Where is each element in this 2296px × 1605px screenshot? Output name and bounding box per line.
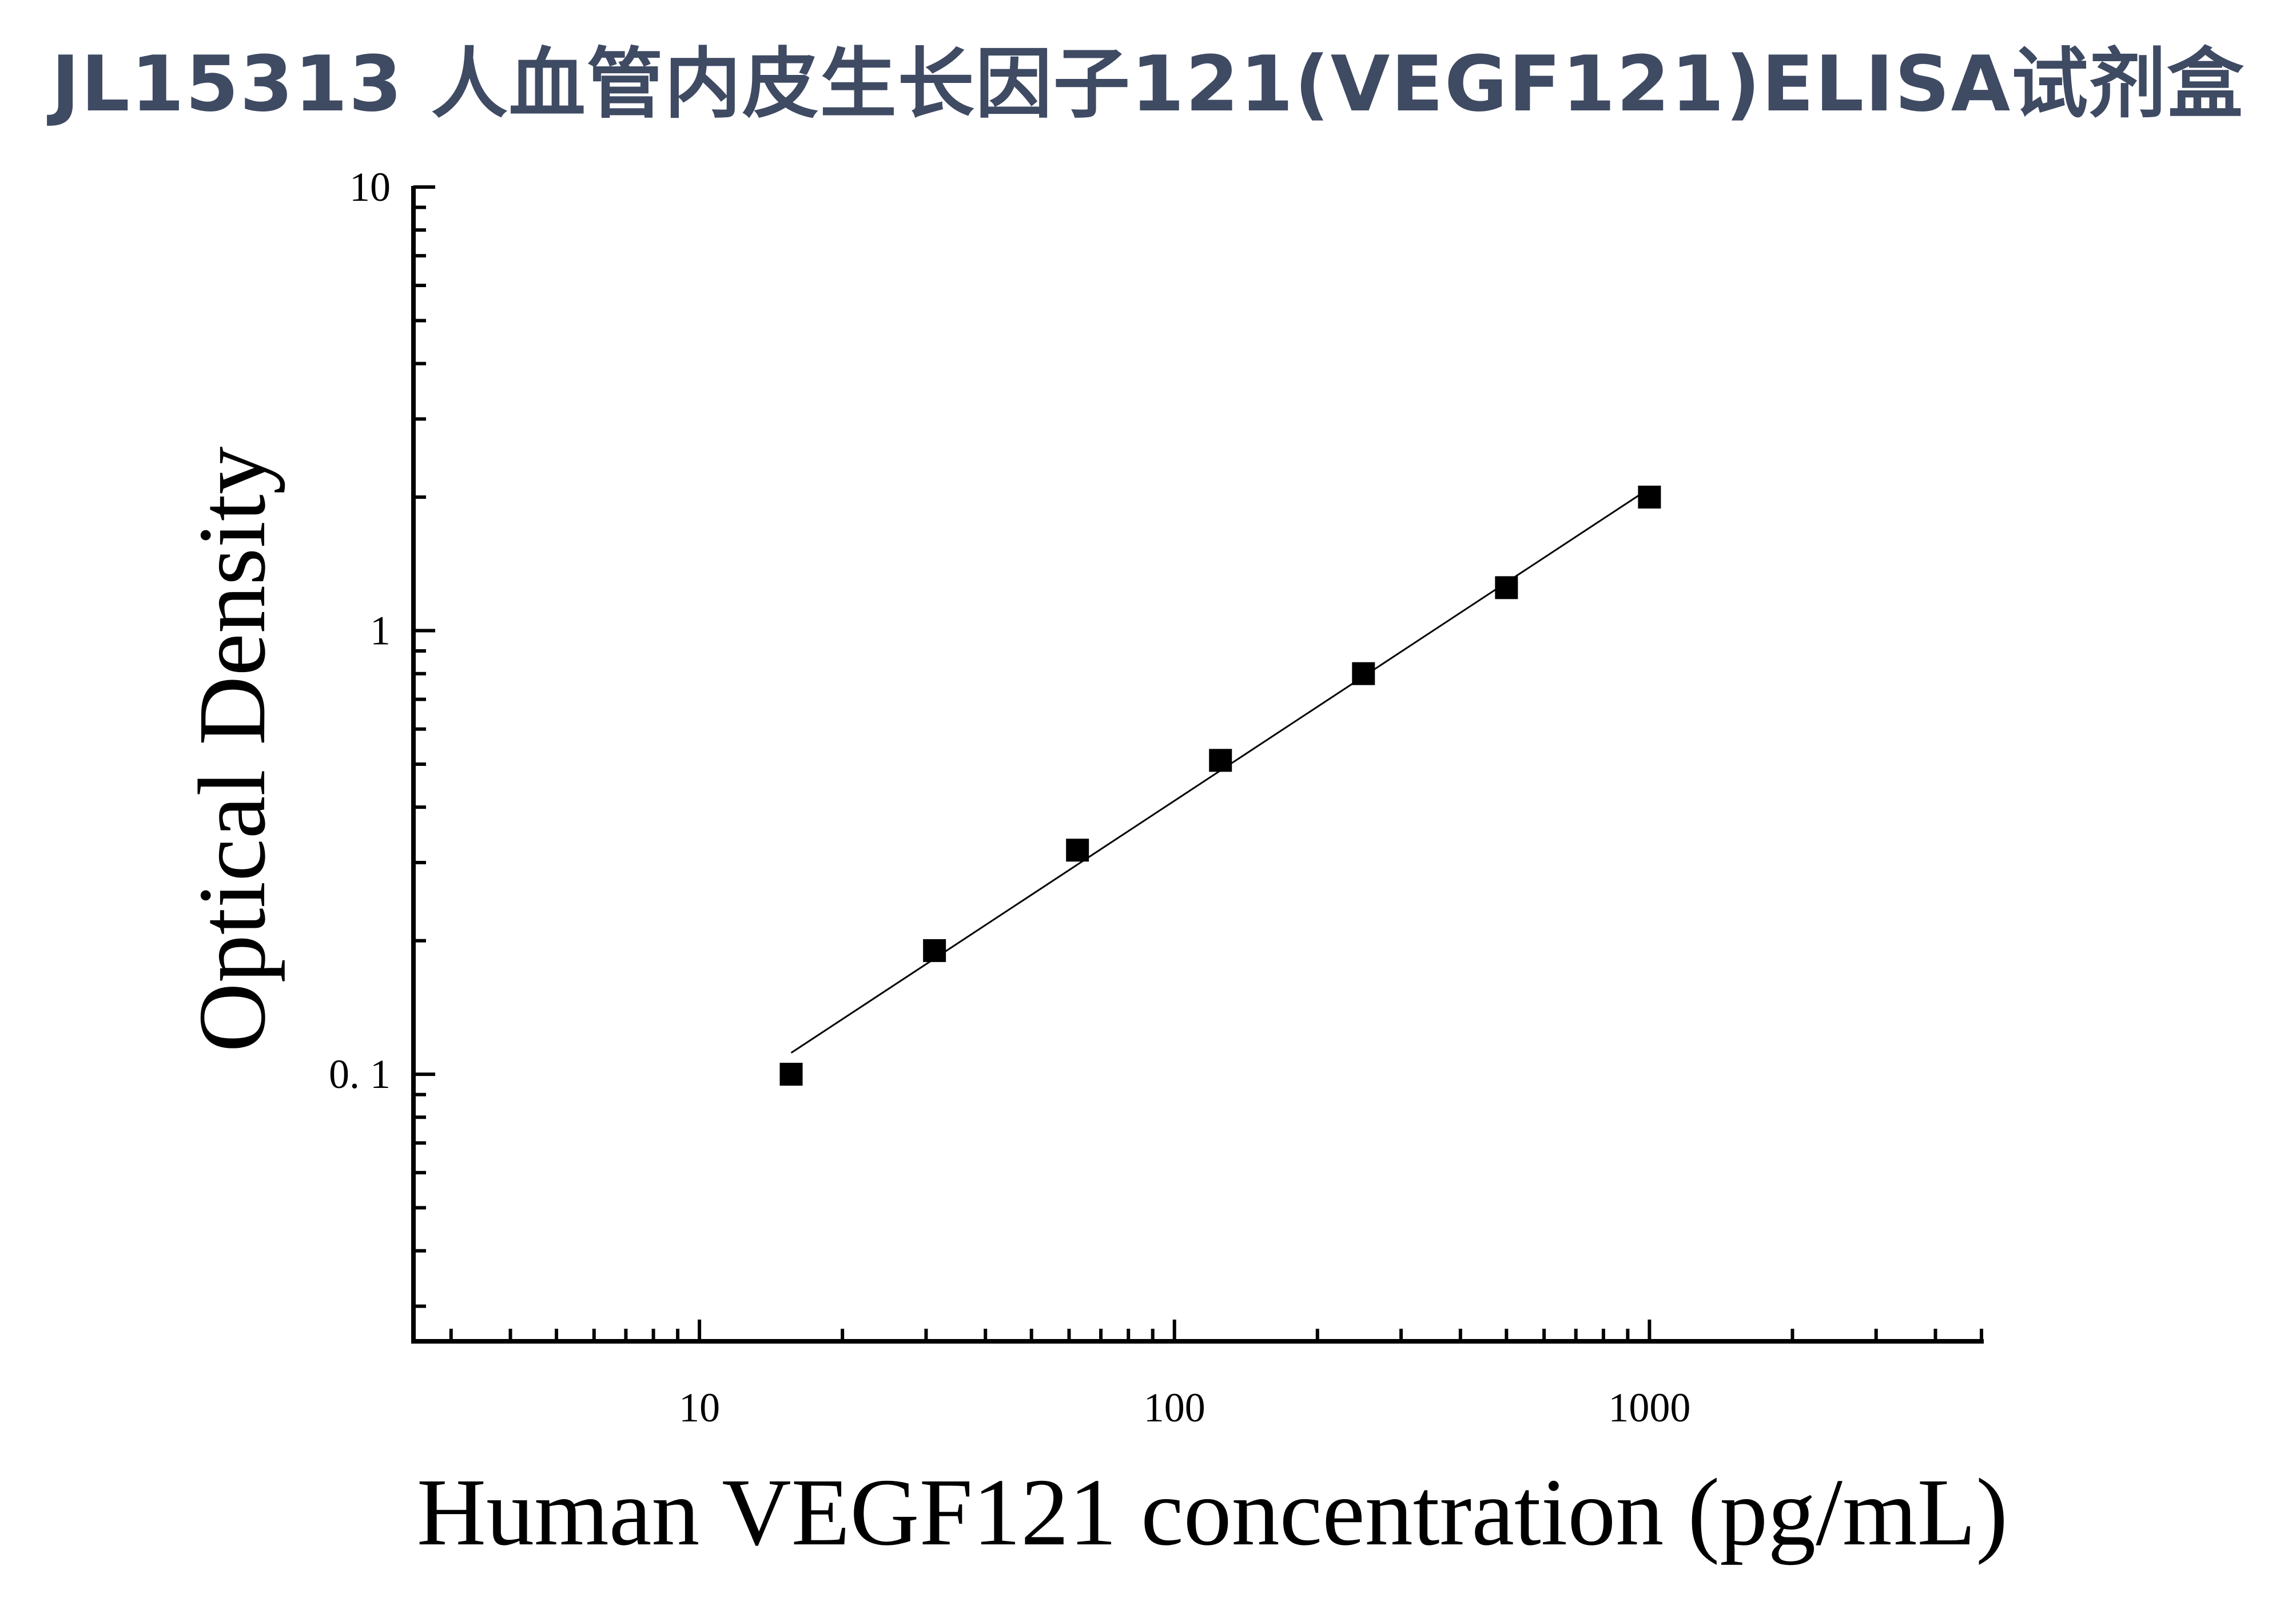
data-points — [779, 486, 1661, 1086]
x-tick-label: 10 — [679, 1385, 720, 1431]
y-tick-label: 0. 1 — [329, 1051, 391, 1097]
data-point — [1352, 662, 1375, 685]
y-tick-label: 1 — [370, 608, 391, 654]
data-point — [779, 1063, 803, 1086]
x-tick-label: 100 — [1144, 1385, 1205, 1431]
axes — [411, 185, 1984, 1344]
data-point — [1495, 576, 1518, 599]
data-point — [1066, 839, 1089, 862]
y-tick-label: 10 — [349, 164, 391, 210]
x-tick-label: 1000 — [1608, 1385, 1690, 1431]
labels: Human VEGF121 concentration (pg/mL) Opti… — [179, 164, 2008, 1566]
chart-title: JL15313 人血管内皮生长因子121(VEGF121)ELISA试剂盒 — [51, 39, 2245, 129]
x-axis-title: Human VEGF121 concentration (pg/mL) — [417, 1459, 2008, 1566]
data-point — [1638, 486, 1661, 509]
data-point — [1209, 749, 1232, 772]
data-point — [923, 939, 946, 962]
y-axis-title: Optical Density — [179, 446, 285, 1052]
